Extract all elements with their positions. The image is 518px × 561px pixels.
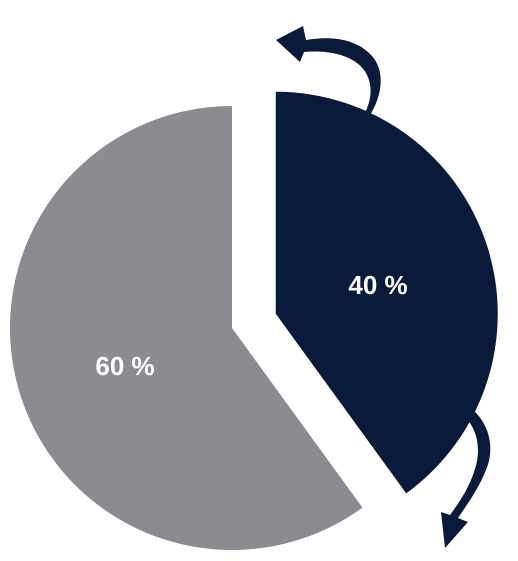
slice-label-40: 40 % (348, 270, 407, 300)
pie-slice-40 (275, 91, 498, 494)
curved-arrow-top-icon (276, 26, 381, 118)
curved-arrow-bottom-icon (441, 406, 491, 548)
pie-slice-60 (9, 106, 363, 551)
slice-label-60: 60 % (95, 351, 154, 381)
